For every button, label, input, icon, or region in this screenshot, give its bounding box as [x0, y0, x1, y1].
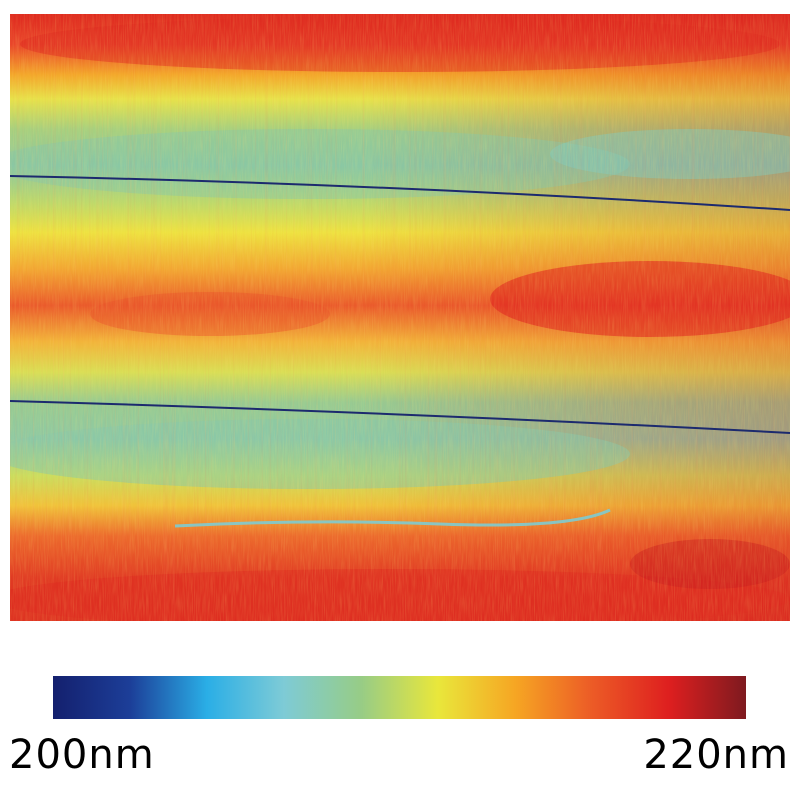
height-map-image: [10, 14, 790, 621]
colorbar-min-label: 200nm: [9, 732, 155, 778]
colorbar: [53, 676, 746, 719]
colorbar-max-label: 220nm: [643, 732, 789, 778]
colorbar-gradient: [53, 676, 746, 719]
